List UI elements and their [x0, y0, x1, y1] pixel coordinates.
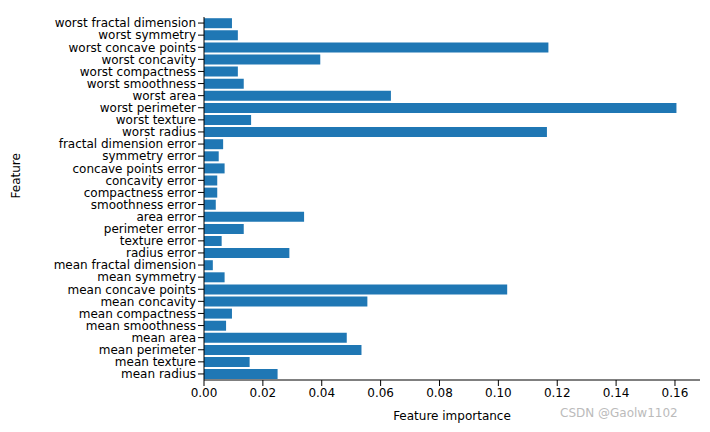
- svg-text:concave points error: concave points error: [72, 162, 196, 176]
- svg-text:compactness error: compactness error: [84, 186, 196, 200]
- svg-text:mean symmetry: mean symmetry: [97, 270, 196, 284]
- svg-text:worst perimeter: worst perimeter: [100, 101, 196, 115]
- svg-text:mean fractal dimension: mean fractal dimension: [54, 258, 196, 272]
- svg-text:worst smoothness: worst smoothness: [87, 77, 196, 91]
- svg-text:perimeter error: perimeter error: [104, 222, 196, 236]
- svg-text:worst fractal dimension: worst fractal dimension: [55, 16, 196, 30]
- svg-text:area error: area error: [136, 210, 196, 224]
- svg-text:mean compactness: mean compactness: [79, 307, 196, 321]
- svg-text:worst concave points: worst concave points: [68, 41, 196, 55]
- svg-text:symmetry error: symmetry error: [102, 149, 196, 163]
- svg-text:Feature: Feature: [9, 153, 23, 198]
- svg-text:concavity error: concavity error: [105, 174, 196, 188]
- svg-text:mean smoothness: mean smoothness: [86, 319, 196, 333]
- svg-text:worst concavity: worst concavity: [101, 53, 196, 67]
- svg-text:0.08: 0.08: [426, 386, 453, 400]
- svg-text:radius error: radius error: [126, 246, 196, 260]
- svg-text:0.10: 0.10: [485, 386, 512, 400]
- svg-text:worst symmetry: worst symmetry: [98, 28, 196, 42]
- svg-text:mean radius: mean radius: [121, 367, 196, 381]
- svg-text:texture error: texture error: [120, 234, 196, 248]
- svg-text:0.14: 0.14: [603, 386, 630, 400]
- svg-text:smoothness error: smoothness error: [91, 198, 196, 212]
- svg-text:0.06: 0.06: [367, 386, 394, 400]
- svg-text:worst radius: worst radius: [122, 125, 196, 139]
- svg-text:mean perimeter: mean perimeter: [99, 343, 196, 357]
- svg-text:mean area: mean area: [131, 331, 196, 345]
- svg-text:fractal dimension error: fractal dimension error: [59, 137, 196, 151]
- svg-text:mean texture: mean texture: [115, 355, 196, 369]
- svg-text:0.04: 0.04: [308, 386, 335, 400]
- svg-text:0.02: 0.02: [250, 386, 277, 400]
- svg-text:0.12: 0.12: [544, 386, 571, 400]
- svg-text:mean concavity: mean concavity: [100, 295, 196, 309]
- html-text:CSDN @Gaolw1102: CSDN @Gaolw1102: [560, 406, 678, 420]
- svg-text:0.16: 0.16: [662, 386, 689, 400]
- svg-text:Feature importance: Feature importance: [393, 409, 511, 423]
- svg-text:worst area: worst area: [132, 89, 196, 103]
- svg-text:0.00: 0.00: [191, 386, 218, 400]
- svg-text:worst texture: worst texture: [116, 113, 196, 127]
- svg-text:mean concave points: mean concave points: [68, 283, 197, 297]
- svg-text:worst compactness: worst compactness: [80, 65, 196, 79]
